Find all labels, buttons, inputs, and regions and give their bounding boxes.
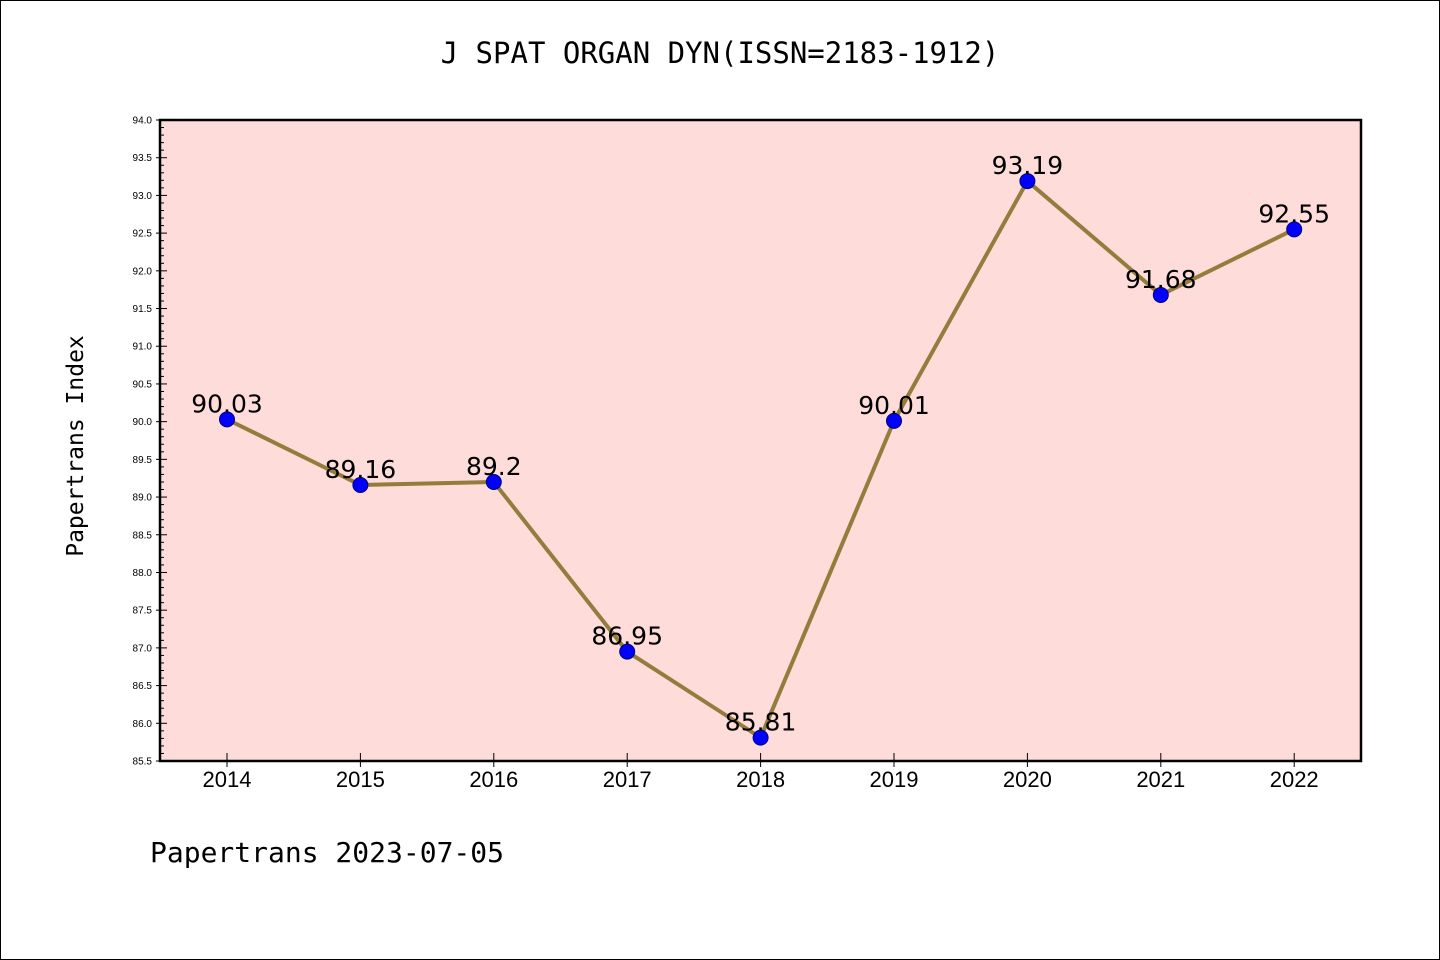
- data-point: [219, 411, 235, 428]
- data-label: 89.16: [325, 455, 397, 484]
- data-label: 91.68: [1125, 265, 1197, 294]
- data-point: [752, 729, 769, 746]
- y-tick-label: 86.5: [133, 681, 153, 692]
- y-tick-label: 93.5: [133, 153, 153, 164]
- data-label: 89.2: [466, 452, 522, 481]
- data-label: 93.19: [992, 151, 1064, 180]
- x-tick-label: 2022: [1270, 767, 1319, 792]
- data-point: [619, 643, 636, 660]
- x-tick-label: 2018: [736, 767, 785, 792]
- y-tick-label: 88.0: [133, 568, 153, 579]
- y-tick-label: 92.0: [133, 266, 153, 277]
- y-tick-label: 90.0: [133, 417, 153, 428]
- y-tick-label: 90.5: [133, 379, 153, 390]
- y-tick-label: 89.0: [133, 493, 153, 504]
- y-tick-label: 94.0: [133, 116, 153, 127]
- y-tick-label: 91.5: [133, 304, 153, 315]
- footer-watermark: Papertrans 2023-07-05: [150, 836, 505, 869]
- data-point: [1286, 221, 1303, 238]
- data-label: 86.95: [591, 622, 663, 651]
- data-label: 92.55: [1258, 199, 1330, 228]
- plot-area: [160, 120, 1361, 761]
- data-label: 90.01: [858, 391, 930, 420]
- y-tick-label: 89.5: [133, 455, 153, 466]
- y-tick-label: 87.5: [133, 606, 153, 617]
- x-tick-label: 2017: [603, 767, 652, 792]
- x-tick-label: 2014: [203, 767, 252, 792]
- plot-border: [158, 118, 1363, 763]
- data-label: 90.03: [191, 389, 263, 418]
- x-tick-label: 2021: [1136, 767, 1185, 792]
- x-tick-label: 2016: [469, 767, 518, 792]
- y-tick-label: 85.5: [133, 757, 153, 768]
- data-point: [886, 412, 902, 429]
- data-point: [1019, 173, 1036, 190]
- data-point: [352, 476, 369, 493]
- y-tick-label: 86.0: [133, 719, 153, 730]
- data-label: 85.81: [725, 708, 797, 737]
- x-tick-label: 2019: [870, 767, 919, 792]
- y-tick-label: 87.0: [133, 643, 153, 654]
- data-point: [1152, 286, 1169, 303]
- y-tick-label: 88.5: [133, 530, 153, 541]
- data-point: [485, 473, 502, 490]
- y-tick-label: 92.5: [133, 229, 153, 240]
- chart-title: J SPAT ORGAN DYN(ISSN=2183-1912): [440, 36, 1000, 70]
- y-tick-label: 91.0: [133, 342, 153, 353]
- y-tick-label: 93.0: [133, 191, 153, 202]
- x-tick-label: 2020: [1003, 767, 1052, 792]
- x-tick-label: 2015: [336, 767, 385, 792]
